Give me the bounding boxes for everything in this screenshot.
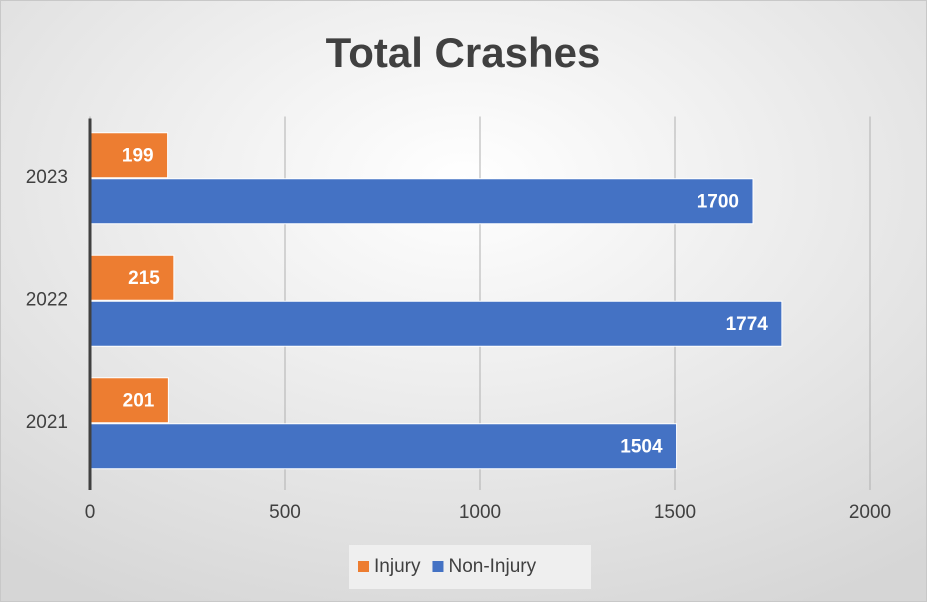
- bar: [89, 254, 175, 301]
- bar: [89, 423, 678, 470]
- legend-swatch: [432, 561, 444, 572]
- y-tick-label: 2022: [26, 289, 68, 310]
- data-label: 199: [122, 145, 154, 166]
- x-tick-label: 1000: [459, 502, 501, 523]
- chart-title: Total Crashes: [326, 29, 601, 76]
- data-label: 201: [123, 390, 155, 411]
- bar: [89, 300, 783, 347]
- bar: [89, 178, 754, 225]
- x-tick-label: 1500: [654, 502, 696, 523]
- x-tick-label: 500: [269, 502, 301, 523]
- legend-label: Injury: [374, 556, 421, 577]
- data-label: 1700: [697, 191, 739, 212]
- y-tick-label: 2023: [26, 167, 68, 188]
- data-label: 1774: [726, 314, 769, 335]
- legend-box: [349, 545, 591, 589]
- data-label: 215: [128, 268, 160, 289]
- x-tick-label: 2000: [849, 502, 891, 523]
- y-tick-label: 2021: [26, 412, 68, 433]
- x-tick-label: 0: [85, 502, 96, 523]
- legend-label: Non-Injury: [448, 556, 536, 577]
- legend-swatch: [358, 561, 369, 572]
- bar: [89, 132, 169, 179]
- data-label: 1504: [620, 436, 663, 457]
